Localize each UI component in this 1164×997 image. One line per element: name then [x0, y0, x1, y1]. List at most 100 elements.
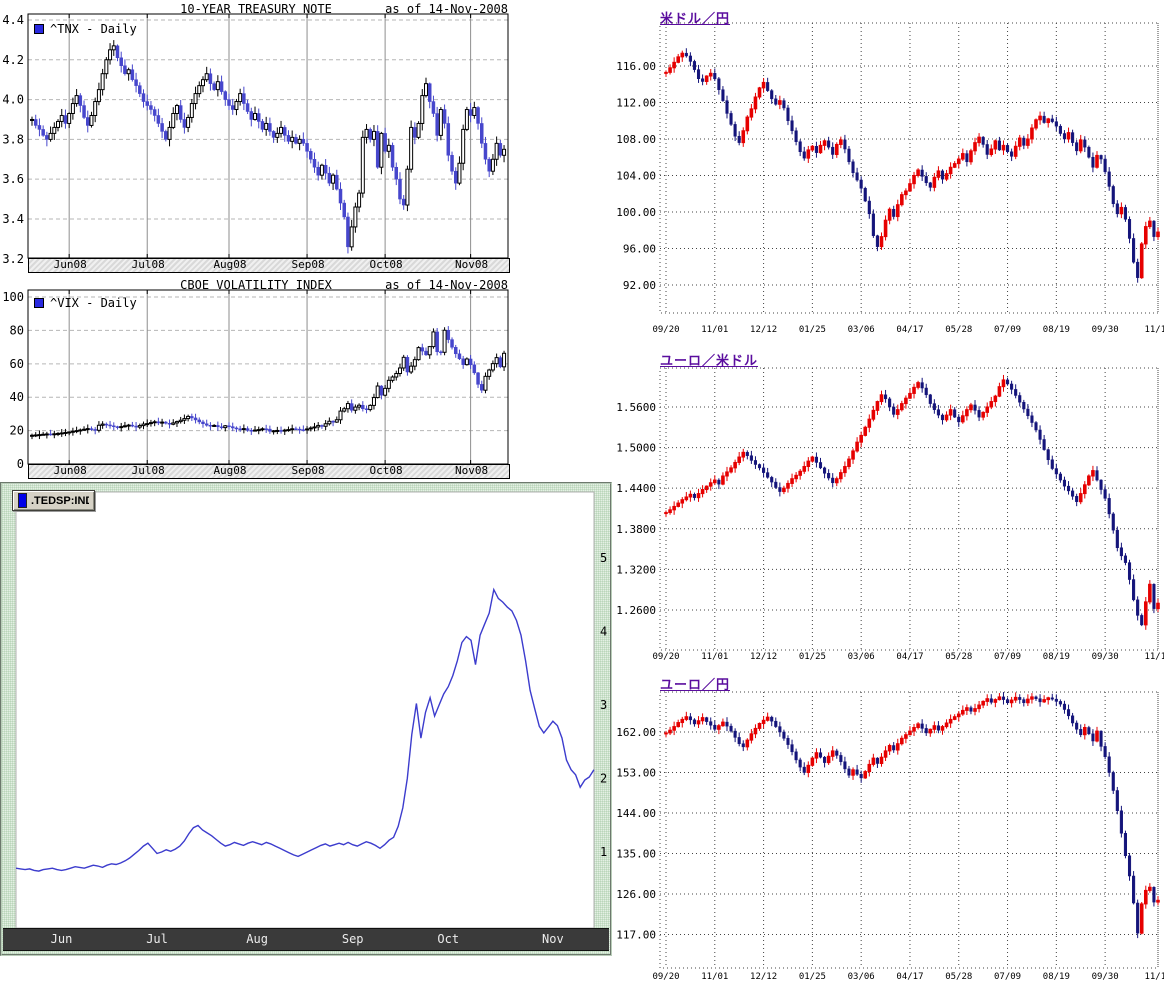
y-tick-label: 3.8: [2, 132, 24, 146]
y-tick-label: 112.00: [616, 96, 656, 109]
y-tick-label: 1.2600: [616, 604, 656, 617]
vix-chart: CBOE VOLATILITY INDEX as of 14-Nov-2008 …: [0, 278, 512, 482]
eurusd-plot-svg: 1.5600 1.5000 1.4400 1.3800 1.3200 1.2600 09/2…: [616, 367, 1164, 662]
x-axis-label: Jul08: [131, 258, 165, 271]
tnx-x-axis-strip: Jun08 Jul08 Aug08 Sep08 Oct08 Nov08: [28, 258, 510, 273]
x-axis-label: Sep08: [291, 258, 325, 271]
x-axis-label: Jun08: [53, 258, 87, 271]
x-tick-label: 08/19: [1043, 652, 1070, 662]
x-tick-label: 12/12: [750, 652, 777, 662]
ted-legend-label: .TEDSP:IND: [31, 494, 89, 507]
eurusd-chart: ユーロ／米ドル 1.5600 1.5000 1.4400 1.3800 1.3200 1.…: [612, 345, 1164, 670]
x-tick-label: 12/12: [750, 972, 777, 982]
y-tick-label: 100: [2, 290, 24, 304]
x-tick-label: 03/06: [848, 652, 875, 662]
vix-title: CBOE VOLATILITY INDEX: [180, 278, 332, 292]
y-tick-label: 0: [17, 457, 24, 471]
x-tick-label: 05/28: [945, 652, 972, 662]
x-tick-label: 11/10: [1144, 972, 1164, 982]
tnx-title: 10-YEAR TREASURY NOTE: [180, 2, 332, 16]
candles: [30, 326, 507, 440]
y-tick-label: 2: [600, 772, 607, 786]
x-tick-label: 09/20: [652, 972, 679, 982]
y-tick-label: 126.00: [616, 888, 656, 901]
x-tick-label: 11/10: [1144, 325, 1164, 335]
x-axis-label: Oct08: [369, 258, 403, 271]
x-axis-label: Aug08: [213, 464, 247, 477]
y-tick-label: 104.00: [616, 169, 656, 182]
x-axis-label: Sep08: [291, 464, 325, 477]
y-tick-label: 1.3800: [616, 523, 656, 536]
gridlines: [659, 367, 1159, 651]
y-tick-label: 40: [10, 390, 24, 404]
x-tick-label: 05/28: [945, 325, 972, 335]
vix-plot-svg: 100 80 60 40 20 0: [2, 289, 509, 471]
x-tick-label: 11/01: [701, 652, 728, 662]
y-tick-label: 3.2: [2, 252, 24, 266]
x-tick-label: 09/30: [1092, 325, 1119, 335]
candles: [664, 48, 1160, 283]
ted-spread-chart: 5 4 3 2 1 .TEDSP:IND Jun Jul Aug Sep Oct Nov: [0, 482, 612, 956]
gridlines: [28, 290, 508, 464]
y-tick-label: 4.4: [2, 13, 24, 27]
plot-border: [27, 13, 509, 259]
x-tick-label: 11/10: [1144, 652, 1164, 662]
x-axis-label: Sep: [341, 932, 364, 946]
x-tick-label: 07/09: [994, 652, 1021, 662]
x-tick-label: 04/17: [896, 325, 923, 335]
x-axis-label: Nov: [542, 932, 564, 946]
x-tick-label: 09/30: [1092, 972, 1119, 982]
x-axis-label: Nov08: [455, 258, 489, 271]
ted-x-axis-strip: Jun Jul Aug Sep Oct Nov: [3, 928, 609, 951]
candles: [30, 40, 507, 254]
y-tick-label: 80: [10, 323, 24, 337]
y-tick-label: 116.00: [616, 60, 656, 73]
usdjpy-plot-svg: 116.00 112.00 108.00 104.00 100.00 96.00 92.00…: [616, 22, 1164, 335]
x-tick-label: 04/17: [896, 972, 923, 982]
x-tick-label: 01/25: [799, 972, 826, 982]
y-tick-label: 3.4: [2, 212, 24, 226]
y-tick-label: 135.00: [616, 848, 656, 861]
ted-legend[interactable]: .TEDSP:IND: [12, 490, 95, 511]
tnx-legend: ^TNX - Daily: [34, 22, 137, 36]
x-tick-label: 03/06: [848, 972, 875, 982]
tnx-chart: 10-YEAR TREASURY NOTE as of 14-Nov-2008 …: [0, 0, 512, 276]
y-tick-label: 100.00: [616, 206, 656, 219]
x-tick-label: 09/20: [652, 652, 679, 662]
x-tick-label: 07/09: [994, 972, 1021, 982]
usdjpy-chart: 米ドル／円 116.00 112.00 108.00 104.00 100.00 96.0…: [612, 0, 1164, 345]
y-tick-label: 60: [10, 357, 24, 371]
candles: [664, 374, 1160, 630]
x-axis-label: Jun08: [53, 464, 87, 477]
x-tick-label: 09/30: [1092, 652, 1119, 662]
y-tick-label: 96.00: [623, 242, 656, 255]
y-tick-label: 1: [600, 845, 607, 859]
y-tick-label: 3: [600, 698, 607, 712]
x-axis-label: Jul08: [131, 464, 165, 477]
x-axis-label: Jun: [50, 932, 73, 946]
x-tick-label: 08/19: [1043, 972, 1070, 982]
x-tick-label: 09/20: [652, 325, 679, 335]
x-tick-label: 03/06: [848, 325, 875, 335]
gridlines: [28, 14, 508, 258]
y-tick-label: 4.0: [2, 93, 24, 107]
x-axis-label: Jul: [146, 932, 168, 946]
usdjpy-title-link[interactable]: 米ドル／円: [660, 12, 731, 27]
vix-legend-swatch-icon: [34, 298, 44, 308]
y-tick-label: 108.00: [616, 133, 656, 146]
y-tick-label: 20: [10, 424, 24, 438]
y-tick-label: 162.00: [616, 726, 656, 739]
y-tick-label: 92.00: [623, 279, 656, 292]
y-tick-label: 153.00: [616, 767, 656, 780]
y-tick-label: 117.00: [616, 929, 656, 942]
y-tick-label: 4: [600, 625, 607, 639]
x-axis-label: Aug: [246, 932, 268, 946]
x-tick-label: 11/01: [701, 325, 728, 335]
candles: [664, 692, 1160, 939]
y-tick-label: 1.5600: [616, 401, 656, 414]
x-tick-label: 04/17: [896, 652, 923, 662]
eurusd-title-link[interactable]: ユーロ／米ドル: [660, 354, 759, 369]
eurjpy-title-link[interactable]: ユーロ／円: [660, 678, 731, 693]
ted-spread-line: [15, 587, 595, 872]
gridlines: [659, 22, 1159, 314]
